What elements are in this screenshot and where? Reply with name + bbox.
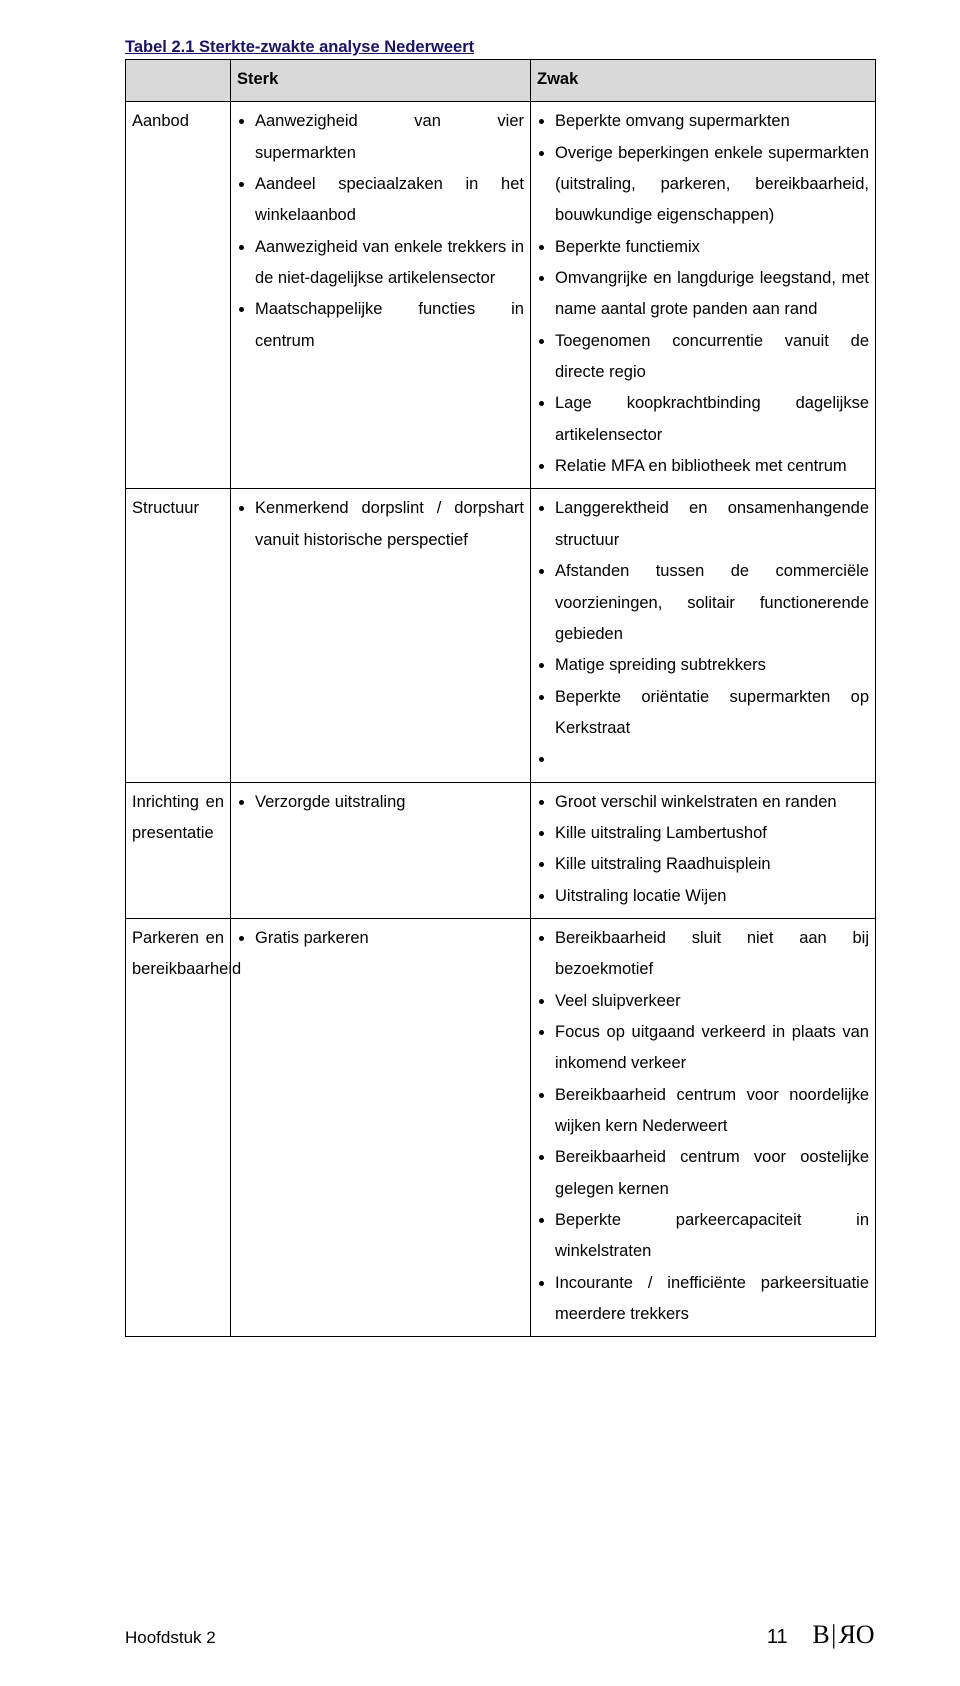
logo-o: O (856, 1620, 875, 1649)
list-item-empty: . (555, 744, 869, 775)
footer-chapter: Hoofdstuk 2 (125, 1628, 216, 1648)
list-item: Beperkte omvang supermarkten (555, 106, 869, 137)
cell-sterk: Gratis parkeren (231, 918, 531, 1336)
list-item: Aanwezigheid van vier supermarkten (255, 106, 524, 169)
row-label: Inrichting en presentatie (126, 782, 231, 918)
list-item: Lage koopkrachtbinding dagelijkse artike… (555, 388, 869, 451)
header-zwak: Zwak (531, 60, 876, 102)
list-item: Veel sluipverkeer (555, 986, 869, 1017)
list-item: Verzorgde uitstraling (255, 787, 524, 818)
header-sterk: Sterk (231, 60, 531, 102)
logo-b: B (812, 1620, 830, 1649)
list-item: Matige spreiding subtrekkers (555, 650, 869, 681)
list-item: Kenmerkend dorpslint / dorpshart vanuit … (255, 493, 524, 556)
header-empty (126, 60, 231, 102)
logo-bar: | (831, 1620, 837, 1650)
list-item: Beperkte parkeercapaciteit in winkelstra… (555, 1205, 869, 1268)
list-item: Bereikbaarheid centrum voor noordelijke … (555, 1080, 869, 1143)
footer-logo: B|RO (812, 1620, 875, 1649)
cell-sterk: Kenmerkend dorpslint / dorpshart vanuit … (231, 489, 531, 782)
list-item: Kille uitstraling Lambertushof (555, 818, 869, 849)
list-item: Bereikbaarheid centrum voor oostelijke g… (555, 1142, 869, 1205)
page-footer: Hoofdstuk 2 11 B|RO (125, 1620, 875, 1650)
list-item: Gratis parkeren (255, 923, 524, 954)
cell-zwak: Groot verschil winkelstraten en randenKi… (531, 782, 876, 918)
list-item: Overige beperkingen enkele supermarkten … (555, 138, 869, 232)
list-item: Bereikbaarheid sluit niet aan bij bezoek… (555, 923, 869, 986)
list-item: Relatie MFA en bibliotheek met centrum (555, 451, 869, 482)
cell-zwak: Bereikbaarheid sluit niet aan bij bezoek… (531, 918, 876, 1336)
row-label: Parkeren en bereikbaarheid (126, 918, 231, 1336)
list-item: Uitstraling locatie Wijen (555, 881, 869, 912)
list-item: Maatschappelijke functies in centrum (255, 294, 524, 357)
list-item: Beperkte functiemix (555, 232, 869, 263)
swot-table: Sterk Zwak AanbodAanwezigheid van vier s… (125, 59, 876, 1337)
cell-zwak: Beperkte omvang supermarktenOverige bepe… (531, 102, 876, 489)
list-item: Groot verschil winkelstraten en randen (555, 787, 869, 818)
logo-r-flipped: R (838, 1620, 856, 1650)
list-item: Afstanden tussen de commerciële voorzien… (555, 556, 869, 650)
footer-page-number: 11 (767, 1626, 788, 1648)
list-item: Aandeel speciaalzaken in het winkelaanbo… (255, 169, 524, 232)
list-item: Focus op uitgaand verkeerd in plaats van… (555, 1017, 869, 1080)
list-item: Langgerektheid en onsamenhangende struct… (555, 493, 869, 556)
cell-zwak: Langgerektheid en onsamenhangende struct… (531, 489, 876, 782)
table-title: Tabel 2.1 Sterkte-zwakte analyse Nederwe… (125, 38, 875, 57)
list-item: Incourante / inefficiënte parkeersituati… (555, 1268, 869, 1331)
list-item: Toegenomen concurrentie vanuit de direct… (555, 326, 869, 389)
list-item: Aanwezigheid van enkele trekkers in de n… (255, 232, 524, 295)
row-label: Aanbod (126, 102, 231, 489)
list-item: Beperkte oriëntatie supermarkten op Kerk… (555, 682, 869, 745)
list-item: Kille uitstraling Raadhuisplein (555, 849, 869, 880)
cell-sterk: Aanwezigheid van vier supermarktenAandee… (231, 102, 531, 489)
row-label: Structuur (126, 489, 231, 782)
cell-sterk: Verzorgde uitstraling (231, 782, 531, 918)
list-item: Omvangrijke en langdurige leegstand, met… (555, 263, 869, 326)
